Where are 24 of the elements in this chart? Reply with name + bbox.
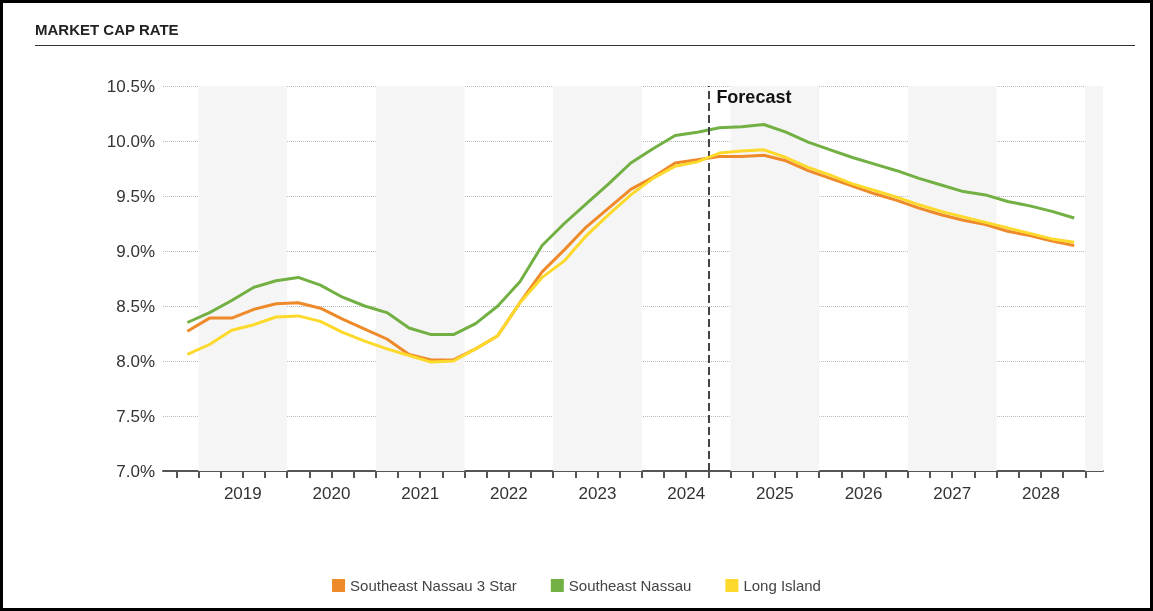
x-tick-label: 2026 (844, 484, 883, 503)
x-tick-label: 2021 (401, 484, 440, 503)
y-tick-label: 7.0% (116, 461, 155, 481)
x-tick-label: 2022 (489, 484, 528, 503)
x-tick-label: 2025 (755, 484, 794, 503)
x-tick-label: 2027 (933, 484, 972, 503)
line-series (185, 123, 1076, 337)
legend-label: Southeast Nassau 3 Star (350, 577, 517, 594)
y-tick-label: 10.5% (106, 76, 155, 96)
y-tick-label: 8.0% (116, 351, 155, 371)
x-tick-label: 2028 (1022, 484, 1060, 503)
chart-title: MARKET CAP RATE (35, 21, 179, 38)
ref-line-label: Forecast (716, 87, 792, 107)
x-tick-label: 2023 (578, 484, 617, 503)
x-tick-label: 2020 (312, 484, 351, 503)
y-tick-label: 10.0% (106, 131, 155, 151)
y-tick-label: 8.5% (116, 296, 155, 316)
y-tick-label: 7.5% (116, 406, 155, 426)
x-tick-label: 2024 (667, 484, 706, 503)
y-tick-label: 9.0% (116, 241, 155, 261)
x-tick-label: 2019 (223, 484, 262, 503)
legend-label: Southeast Nassau (568, 577, 692, 594)
legend-label: Long Island (743, 577, 821, 594)
y-tick-label: 9.5% (116, 186, 155, 206)
